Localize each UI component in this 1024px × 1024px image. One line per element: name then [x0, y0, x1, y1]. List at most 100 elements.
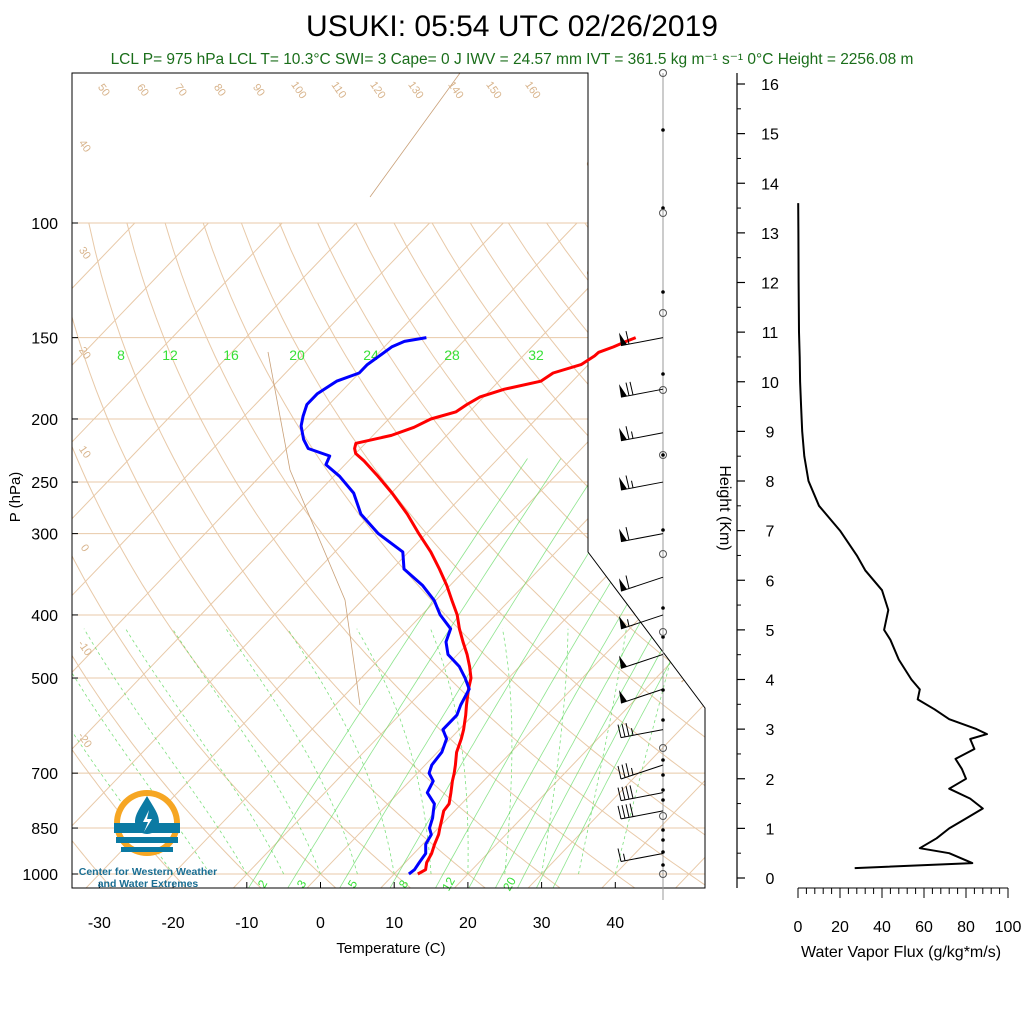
isotherm-line [454, 626, 705, 888]
wind-barb-full [625, 382, 630, 396]
height-tick-label: 14 [761, 176, 779, 193]
logo-caption-line1: Center for Western Weather [78, 866, 218, 878]
wind-barb-full [621, 786, 626, 801]
wind-barb [619, 688, 664, 704]
wind-level-dot [661, 773, 665, 777]
wind-barb [617, 848, 664, 862]
height-tick-label: 8 [766, 474, 775, 491]
isotherm-line [527, 703, 705, 888]
wind-level-dot [661, 798, 665, 802]
wind-barb-full [625, 804, 630, 818]
chart-title: USUKI: 05:54 UTC 02/26/2019 [306, 10, 718, 43]
dry-adiabat-label: 120 [367, 79, 387, 101]
height-axis-label: Height (Km) [716, 465, 733, 550]
height-tick-label: 2 [766, 772, 775, 789]
dry-adiabat-line [698, 222, 705, 231]
x-tick-label: 20 [459, 915, 477, 932]
height-tick-label: 9 [766, 424, 775, 441]
flux-tick-label: 80 [957, 919, 975, 936]
mixing-ratio-label: 8 [117, 347, 125, 363]
flux-tick-label: 60 [915, 919, 933, 936]
height-tick-label: 10 [761, 375, 779, 392]
x-tick-label: 40 [606, 915, 624, 932]
wind-barb-staff [620, 810, 664, 820]
flux-tick-label: 20 [831, 919, 849, 936]
isotherm-line [72, 222, 652, 827]
wind-calm-circle [659, 451, 667, 459]
wind-barb-staff [620, 852, 664, 862]
wind-barb-full [625, 526, 630, 541]
y-tick-label: 500 [31, 671, 58, 688]
wind-barb-full [625, 763, 630, 777]
wind-calm-circle [659, 550, 667, 558]
wind-barb-full [617, 724, 622, 738]
dry-adiabat-label: 60 [134, 82, 151, 99]
dry-adiabat-label: 90 [250, 82, 267, 99]
wind-barb-half [631, 728, 634, 736]
dry-adiabat-line [279, 222, 705, 738]
isotherm-line [72, 222, 504, 673]
flux-tick-label: 40 [873, 919, 891, 936]
wind-calm-circle [659, 309, 667, 317]
dry-adiabat-label: 160 [522, 79, 542, 101]
y-tick-label: 200 [31, 412, 58, 429]
wind-barb-staff [620, 533, 664, 543]
wind-barb-flag [619, 332, 627, 346]
height-tick-label: 16 [761, 77, 779, 94]
isotherm-line [72, 222, 209, 366]
dry-adiabat-label: 70 [172, 82, 189, 99]
wind-level-dot [661, 206, 665, 210]
dry-adiabat-line [164, 222, 705, 886]
wind-barb-staff [620, 688, 664, 704]
dry-adiabat-line [72, 315, 486, 888]
wind-barb-flag [619, 655, 627, 669]
wind-level-dot [661, 290, 665, 294]
isotherm-line [72, 222, 430, 597]
wind-barb-full [621, 805, 626, 819]
wind-level-dot [661, 758, 665, 762]
moist-adiabat-line [287, 628, 395, 875]
water-vapor-flux-trace [797, 203, 988, 870]
dry-adiabat-line [393, 222, 705, 596]
wind-calm-circle [659, 744, 667, 752]
wind-barb-staff [620, 729, 664, 739]
mixing-ratio-line [389, 458, 648, 888]
wind-barb [619, 330, 664, 347]
isotherm-line [72, 222, 578, 750]
wind-barb [619, 653, 664, 669]
dry-adiabat-label: 50 [95, 82, 112, 99]
wind-barb-flag [619, 384, 627, 398]
wind-barb-full [625, 330, 630, 345]
y-tick-label: 100 [31, 216, 58, 233]
dry-adiabat-label: 40 [76, 138, 93, 155]
dry-adiabat-label: 110 [329, 80, 349, 101]
wind-level-dot [661, 453, 665, 457]
dry-adiabat-label: 30 [76, 245, 93, 262]
moist-adiabat-line [356, 628, 432, 875]
dry-adiabat-label: 0 [78, 542, 91, 554]
moist-adiabat-line [172, 628, 321, 875]
y-tick-label: 300 [31, 527, 58, 544]
wind-level-dot [661, 528, 665, 532]
wind-level-dot [661, 128, 665, 132]
x-tick-label: -20 [162, 915, 185, 932]
dry-adiabat-line [317, 222, 705, 690]
dry-adiabat-line [126, 222, 635, 888]
x-tick-label: 30 [533, 915, 551, 932]
wind-level-dot [661, 606, 665, 610]
moist-adiabat-line [502, 628, 513, 875]
logo-caption: Center for Western Weather and Water Ext… [68, 866, 228, 890]
wind-barb-half [631, 431, 634, 439]
height-tick-label: 7 [766, 524, 775, 541]
wind-barb-staff [620, 764, 664, 780]
x-tick-label: 10 [385, 915, 403, 932]
isotherm-line [0, 223, 61, 888]
mixing-ratio-line [339, 458, 606, 888]
dry-adiabat-label: 130 [405, 79, 425, 101]
wind-barb-full [625, 786, 630, 800]
parcel-reference-line [267, 351, 361, 706]
x-axis-label: Temperature (C) [336, 940, 445, 957]
wind-barb-full [617, 805, 622, 820]
dry-adiabat-line [72, 445, 411, 888]
y-tick-label: 700 [31, 766, 58, 783]
